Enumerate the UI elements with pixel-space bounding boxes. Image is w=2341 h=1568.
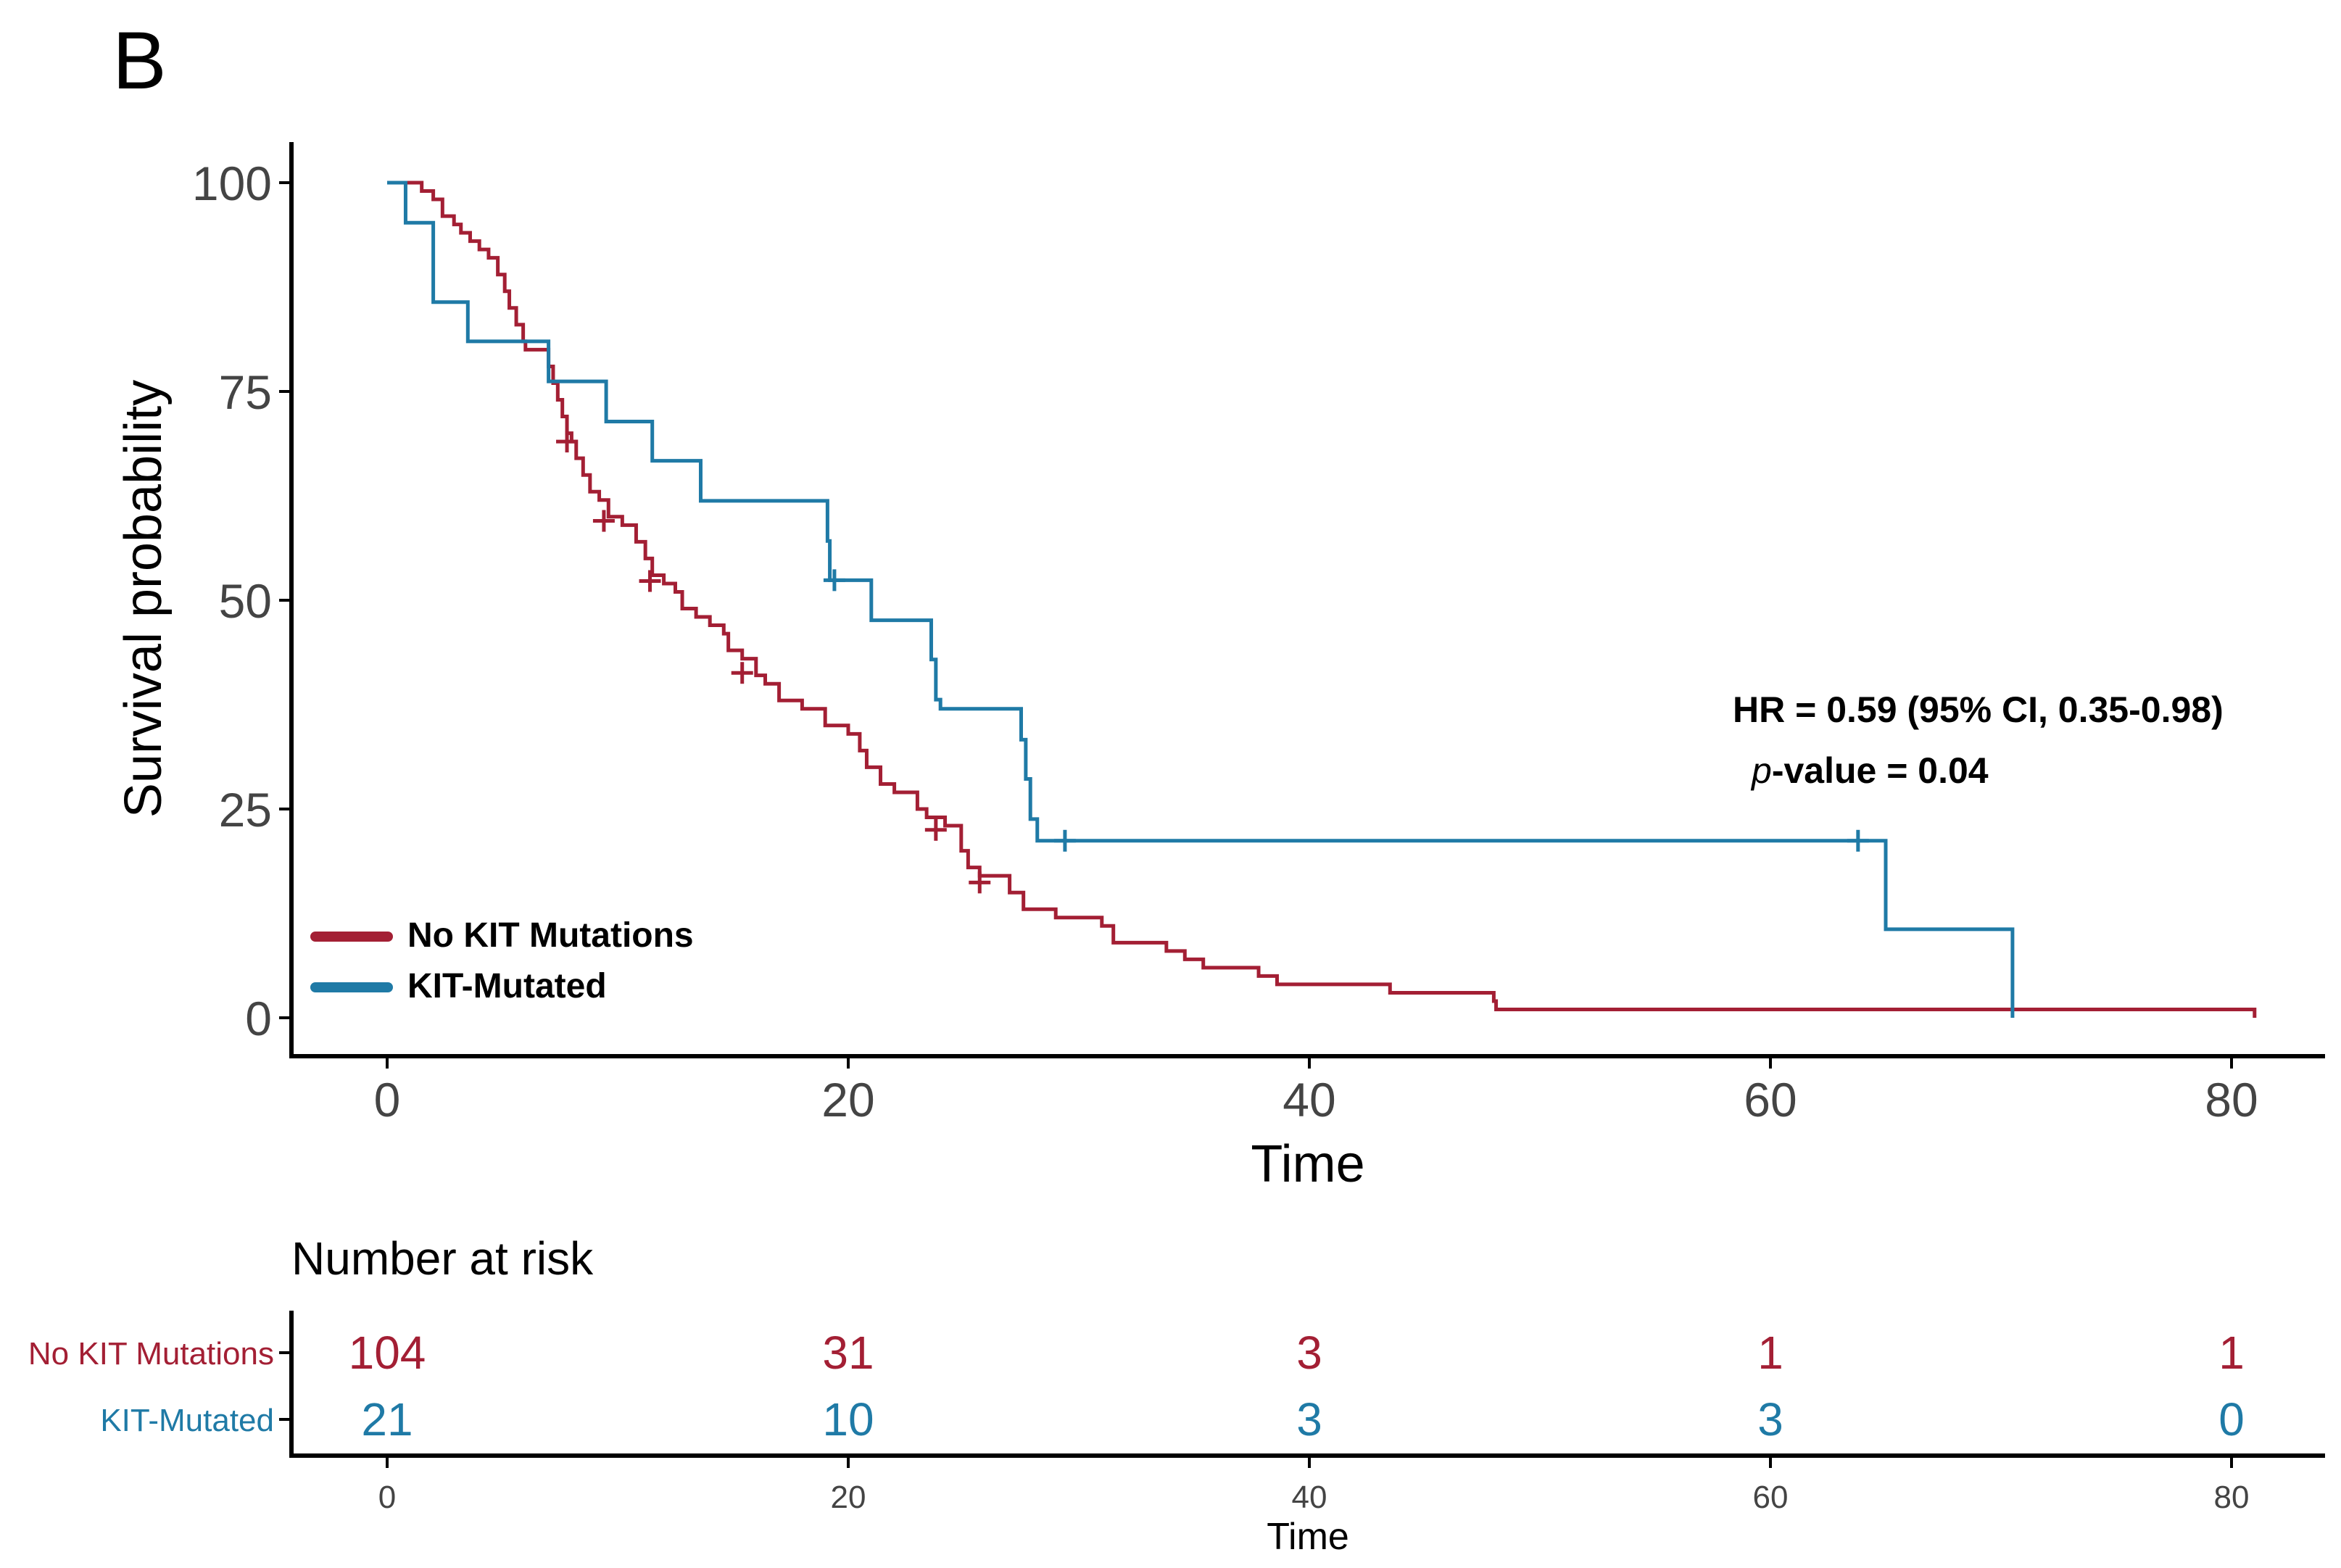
censor-mark-no-kit-mutations-5 — [969, 871, 991, 894]
censor-mark-kit-mutated-2 — [1847, 829, 1869, 852]
y-tick-label-100: 100 — [192, 157, 272, 210]
censor-mark-no-kit-mutations-2 — [639, 570, 661, 592]
risk-table-x-title: Time — [1267, 1516, 1349, 1558]
y-ticks: 0 25 50 75 100 — [192, 157, 291, 1045]
y-tick-label-75: 75 — [219, 365, 272, 419]
x-tick-label-40: 40 — [1283, 1073, 1335, 1127]
x-axis-title: Time — [1251, 1135, 1364, 1193]
risk-row-label-no-kit-mutations: No KIT Mutations — [28, 1336, 274, 1372]
censor-mark-no-kit-mutations-4 — [924, 818, 947, 841]
survival-curves — [387, 181, 2257, 1018]
risk-x-tick-label-60: 60 — [1753, 1480, 1789, 1515]
risk-x-tick-label-20: 20 — [831, 1480, 866, 1515]
hazard-ratio-annotation: HR = 0.59 (95% CI, 0.35-0.98) p-value = … — [1733, 689, 2224, 791]
risk-value-kit-mutated-0: 21 — [361, 1393, 413, 1445]
p-label: p — [1750, 750, 1772, 791]
x-tick-label-60: 60 — [1744, 1073, 1797, 1127]
risk-value-kit-mutated-40: 3 — [1296, 1393, 1322, 1445]
censor-mark-no-kit-mutations-1 — [592, 510, 615, 532]
risk-x-tick-label-80: 80 — [2214, 1480, 2250, 1515]
censor-mark-kit-mutated-1 — [1053, 829, 1076, 852]
censor-marks — [556, 431, 1869, 894]
panel-label: B — [112, 15, 167, 106]
risk-value-kit-mutated-60: 3 — [1757, 1393, 1783, 1445]
risk-x-tick-label-0: 0 — [378, 1480, 396, 1515]
censor-mark-no-kit-mutations-3 — [731, 662, 753, 684]
p-value: -value = 0.04 — [1772, 750, 1989, 791]
legend-label-kit: KIT-Mutated — [407, 967, 607, 1005]
risk-value-kit-mutated-20: 10 — [822, 1393, 874, 1445]
risk-value-no-kit-mutations-40: 3 — [1296, 1327, 1322, 1379]
legend: No KIT Mutations KIT-Mutated — [310, 916, 694, 1005]
p-value-text: p-value = 0.04 — [1750, 750, 1989, 791]
survival-curve-no-kit-mutations — [405, 181, 2257, 1018]
risk-row-label-kit-mutated: KIT-Mutated — [100, 1403, 274, 1438]
y-tick-label-0: 0 — [245, 992, 272, 1045]
hr-text: HR = 0.59 (95% CI, 0.35-0.98) — [1733, 689, 2224, 730]
survival-curve-kit-mutated — [387, 181, 2015, 1018]
legend-label-no-kit: No KIT Mutations — [407, 916, 694, 955]
risk-value-no-kit-mutations-80: 1 — [2218, 1327, 2245, 1379]
x-tick-label-20: 20 — [821, 1073, 874, 1127]
risk-table-title: Number at risk — [291, 1232, 594, 1285]
risk-table-x-ticks: 0 20 40 60 80 — [378, 1456, 2250, 1515]
censor-mark-no-kit-mutations-0 — [556, 431, 579, 453]
risk-x-tick-label-40: 40 — [1292, 1480, 1327, 1515]
y-axis-title: Survival probability — [115, 380, 173, 818]
x-tick-label-80: 80 — [2205, 1073, 2258, 1127]
risk-value-kit-mutated-80: 0 — [2218, 1393, 2245, 1445]
risk-value-no-kit-mutations-20: 31 — [822, 1327, 874, 1379]
risk-value-no-kit-mutations-0: 104 — [349, 1327, 426, 1379]
x-tick-label-0: 0 — [374, 1073, 401, 1127]
y-tick-label-25: 25 — [219, 783, 272, 837]
risk-value-no-kit-mutations-60: 1 — [1757, 1327, 1783, 1379]
x-ticks: 0 20 40 60 80 — [374, 1056, 2258, 1127]
censor-mark-kit-mutated-0 — [823, 569, 845, 592]
risk-table: Number at risk No KIT Mutations 104 31 3 1 1K… — [28, 1232, 2325, 1558]
y-tick-label-50: 50 — [219, 574, 272, 628]
